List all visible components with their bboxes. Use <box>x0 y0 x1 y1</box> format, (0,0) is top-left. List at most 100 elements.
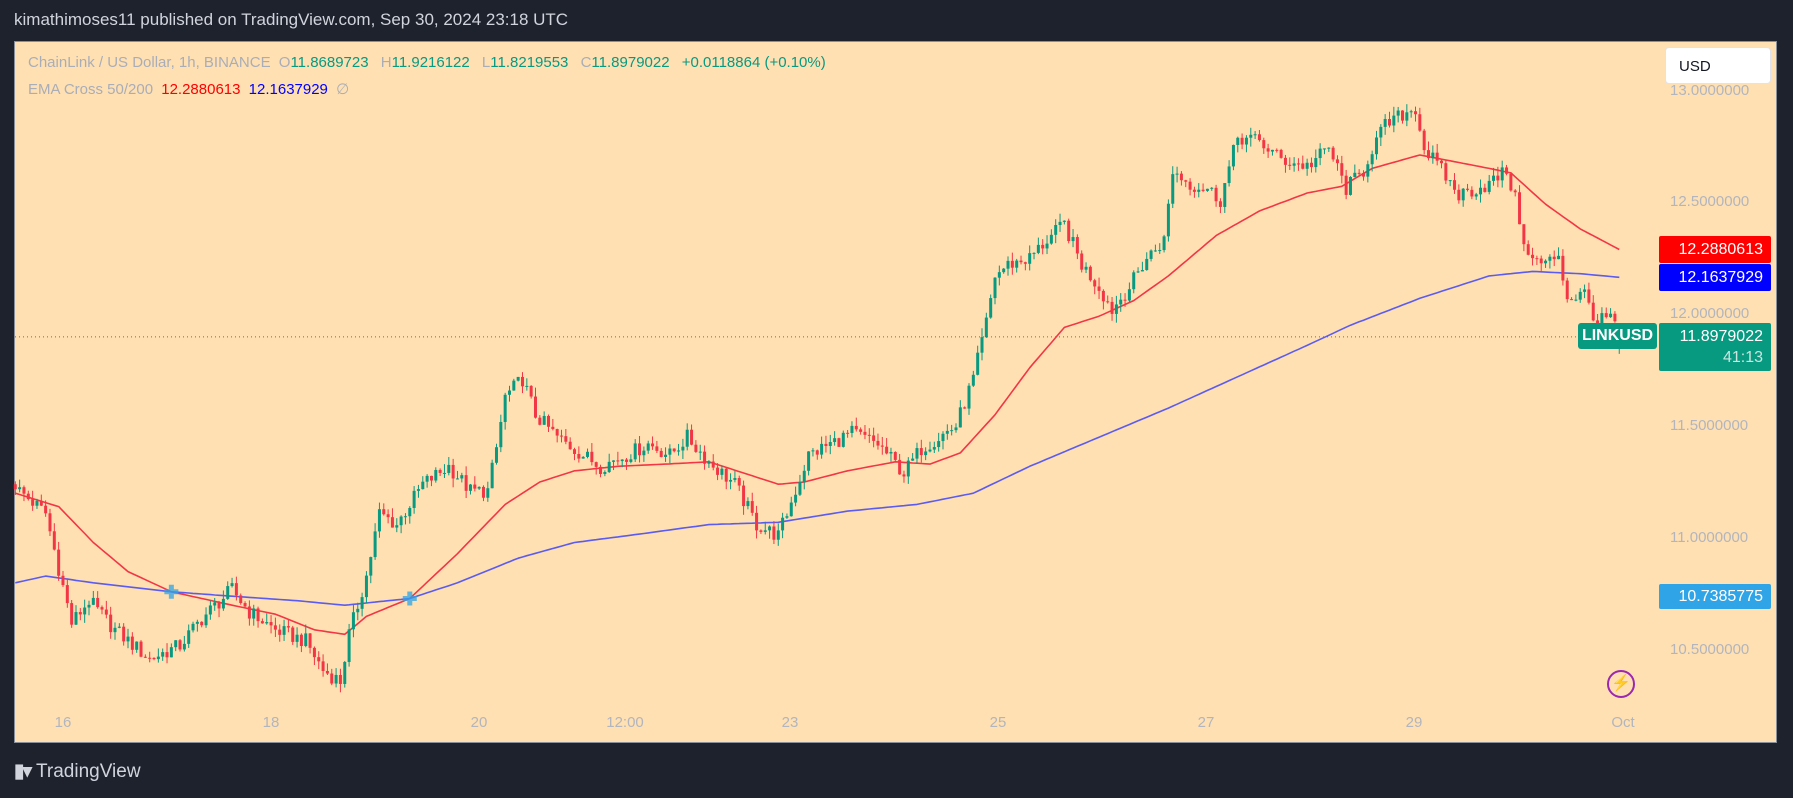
candle-body <box>599 466 603 474</box>
candle-body <box>291 627 295 642</box>
candle-body <box>83 607 87 615</box>
candle-body <box>1487 180 1491 192</box>
candle-body <box>256 608 260 622</box>
candle-body <box>1223 183 1227 207</box>
candle-body <box>434 469 438 481</box>
candle-body <box>304 633 308 646</box>
candle-body <box>1427 150 1431 159</box>
candle-body <box>768 526 772 531</box>
time-tick: 23 <box>781 714 799 731</box>
candle-body <box>525 385 529 387</box>
candle-body <box>1175 173 1179 175</box>
indicator-name[interactable]: EMA Cross 50/200 <box>28 81 154 98</box>
candle-body <box>1444 163 1448 181</box>
candle-body <box>1136 271 1140 273</box>
candle-body <box>711 461 715 468</box>
candle-body <box>265 622 269 624</box>
candle-body <box>438 469 442 473</box>
candle-body <box>915 448 919 459</box>
candle-body <box>299 634 303 646</box>
candle-body <box>807 451 811 471</box>
candle-body <box>1275 149 1279 151</box>
candle-body <box>1357 172 1361 174</box>
candle-body <box>126 636 130 642</box>
candle-body <box>1110 301 1114 314</box>
candle-body <box>581 456 585 459</box>
change-value: +0.0118864 (+0.10%) <box>681 54 826 71</box>
candle-body <box>1301 163 1305 169</box>
candle-body <box>616 460 620 462</box>
candle-body <box>425 475 429 482</box>
candle-body <box>1227 166 1231 184</box>
candle-body <box>429 475 433 481</box>
candle-body <box>1205 188 1209 191</box>
lightning-icon[interactable]: ⚡ <box>1607 670 1635 698</box>
candle-body <box>885 446 889 454</box>
candle-body <box>1296 163 1300 165</box>
candle-body <box>1106 301 1110 303</box>
low-value: 11.8219553 <box>490 54 569 71</box>
candle-body <box>841 432 845 447</box>
candle-body <box>204 614 208 626</box>
candle-body <box>239 595 243 604</box>
candle-body <box>1383 118 1387 127</box>
candle-body <box>200 621 204 626</box>
candle-body <box>876 440 880 446</box>
cross-price-label: 10.7385775 <box>1659 584 1771 609</box>
candle-body <box>685 429 689 447</box>
candle-body <box>672 448 676 452</box>
candle-body <box>18 487 22 490</box>
candle-body <box>499 421 503 448</box>
currency-button[interactable]: USD <box>1665 47 1771 84</box>
candle-body <box>100 607 104 610</box>
candle-body <box>833 438 837 443</box>
candle-body <box>91 597 95 605</box>
candle-body <box>755 512 759 531</box>
candle-body <box>122 626 126 642</box>
candle-body <box>872 435 876 441</box>
candle-body <box>1461 188 1465 201</box>
candle-body <box>234 583 238 596</box>
candle-body <box>1587 289 1591 303</box>
candle-body <box>1348 176 1352 195</box>
candle-body <box>455 478 459 480</box>
candle-body <box>152 657 156 660</box>
tradingview-logo-mark-icon: ▮▾ <box>14 761 32 782</box>
empty-value-icon: ∅ <box>336 81 350 98</box>
candle-body <box>594 462 598 467</box>
candle-body <box>997 272 1001 278</box>
chart-pane[interactable] <box>14 41 1777 743</box>
candle-body <box>1578 291 1582 300</box>
candle-body <box>642 450 646 456</box>
candle-body <box>1140 270 1144 272</box>
candle-body <box>529 385 533 397</box>
candle-body <box>1604 313 1608 318</box>
candle-body <box>1414 111 1418 115</box>
candle-body <box>74 612 78 625</box>
ema50-line <box>15 154 1620 636</box>
candle-body <box>742 485 746 507</box>
candle-body <box>1201 189 1205 191</box>
candle-body <box>889 452 893 454</box>
candle-body <box>573 449 577 454</box>
candle-body <box>477 486 481 489</box>
candle-body <box>1166 203 1170 237</box>
candle-body <box>503 394 507 422</box>
candle-body <box>221 598 225 609</box>
candle-body <box>941 433 945 442</box>
candle-body <box>1023 262 1027 264</box>
candle-body <box>1518 192 1522 225</box>
candle-body <box>971 374 975 386</box>
candle-body <box>1019 260 1023 263</box>
tradingview-logo[interactable]: ▮▾ TradingView <box>14 760 141 783</box>
candle-body <box>837 438 841 447</box>
candle-body <box>1062 220 1066 222</box>
candle-body <box>31 499 35 506</box>
candle-body <box>577 453 581 459</box>
candle-body <box>187 630 191 644</box>
candle-body <box>1570 299 1574 301</box>
candle-body <box>247 606 251 619</box>
candle-body <box>22 487 26 494</box>
symbol-name[interactable]: ChainLink / US Dollar, 1h, BINANCE <box>28 54 271 71</box>
candle-body <box>113 627 117 633</box>
